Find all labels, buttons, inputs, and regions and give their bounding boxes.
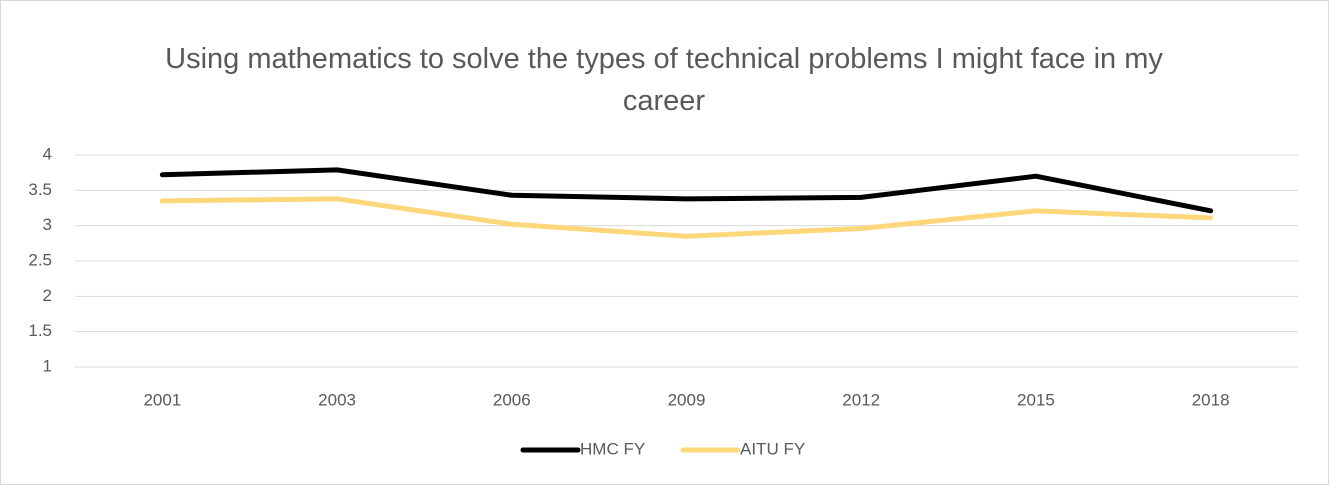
legend-label: HMC FY bbox=[580, 439, 645, 458]
x-tick-label: 2012 bbox=[842, 390, 880, 409]
x-tick-label: 2001 bbox=[143, 390, 181, 409]
y-tick-label: 2.5 bbox=[28, 250, 52, 269]
y-tick-label: 2 bbox=[43, 286, 52, 305]
y-tick-label: 1.5 bbox=[28, 321, 52, 340]
chart-title: Using mathematics to solve the types of … bbox=[165, 43, 1163, 117]
data-line bbox=[159, 196, 1214, 239]
legend-label: AITU FY bbox=[740, 439, 805, 458]
x-tick-label: 2018 bbox=[1192, 390, 1230, 409]
x-tick-label: 2006 bbox=[493, 390, 531, 409]
y-tick-label: 1 bbox=[43, 356, 52, 375]
x-tick-label: 2009 bbox=[668, 390, 706, 409]
y-tick-label: 4 bbox=[43, 144, 52, 163]
data-line bbox=[159, 167, 1214, 214]
y-tick-label: 3 bbox=[43, 215, 52, 234]
x-tick-label: 2015 bbox=[1017, 390, 1055, 409]
x-tick-label: 2003 bbox=[318, 390, 356, 409]
y-tick-label: 3.5 bbox=[28, 180, 52, 199]
